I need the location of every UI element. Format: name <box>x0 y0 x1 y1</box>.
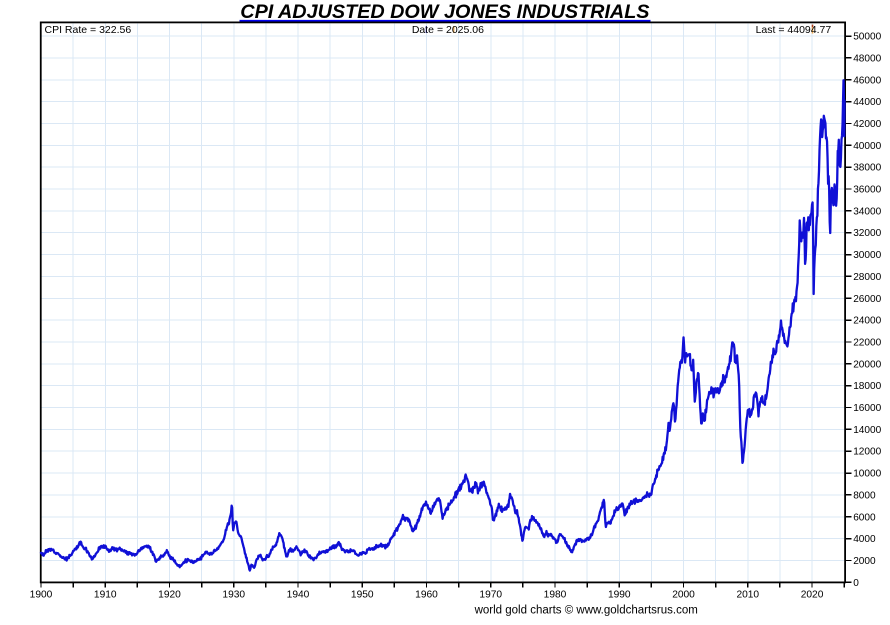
svg-text:1930: 1930 <box>222 590 245 601</box>
svg-text:2000: 2000 <box>853 556 876 567</box>
svg-text:1950: 1950 <box>351 590 374 601</box>
svg-text:36000: 36000 <box>853 185 881 196</box>
svg-text:42000: 42000 <box>853 119 881 130</box>
svg-text:0: 0 <box>853 578 859 589</box>
svg-text:Date = 2025.06: Date = 2025.06 <box>412 24 484 36</box>
svg-text:14000: 14000 <box>853 425 881 436</box>
svg-text:1980: 1980 <box>544 590 567 601</box>
svg-text:22000: 22000 <box>853 337 881 348</box>
svg-text:world gold charts © www.goldch: world gold charts © www.goldchartsrus.co… <box>474 605 698 617</box>
svg-text:8000: 8000 <box>853 490 876 501</box>
svg-text:34000: 34000 <box>853 206 881 217</box>
svg-text:1920: 1920 <box>158 590 181 601</box>
svg-text:4000: 4000 <box>853 534 876 545</box>
svg-text:12000: 12000 <box>853 447 881 458</box>
svg-text:38000: 38000 <box>853 163 881 174</box>
svg-text:46000: 46000 <box>853 75 881 86</box>
svg-text:2000: 2000 <box>672 590 695 601</box>
svg-text:1910: 1910 <box>94 590 117 601</box>
svg-text:1900: 1900 <box>30 590 53 601</box>
svg-text:18000: 18000 <box>853 381 881 392</box>
svg-text:CPI Rate = 322.56: CPI Rate = 322.56 <box>45 24 132 36</box>
svg-text:1970: 1970 <box>479 590 502 601</box>
svg-text:48000: 48000 <box>853 53 881 64</box>
svg-text:10000: 10000 <box>853 469 881 480</box>
svg-text:16000: 16000 <box>853 403 881 414</box>
svg-text:40000: 40000 <box>853 141 881 152</box>
svg-text:50000: 50000 <box>853 32 881 43</box>
svg-text:44000: 44000 <box>853 97 881 108</box>
svg-text:30000: 30000 <box>853 250 881 261</box>
svg-text:2010: 2010 <box>736 590 759 601</box>
svg-text:1940: 1940 <box>287 590 310 601</box>
svg-text:32000: 32000 <box>853 228 881 239</box>
svg-text:2020: 2020 <box>801 590 824 601</box>
svg-text:26000: 26000 <box>853 294 881 305</box>
svg-text:Last = 44094.77: Last = 44094.77 <box>756 24 832 36</box>
svg-text:24000: 24000 <box>853 316 881 327</box>
svg-text:CPI ADJUSTED DOW JONES INDUSTR: CPI ADJUSTED DOW JONES INDUSTRIALS <box>240 1 649 23</box>
svg-text:1960: 1960 <box>415 590 438 601</box>
svg-text:6000: 6000 <box>853 512 876 523</box>
svg-text:1990: 1990 <box>608 590 631 601</box>
svg-text:28000: 28000 <box>853 272 881 283</box>
svg-text:20000: 20000 <box>853 359 881 370</box>
